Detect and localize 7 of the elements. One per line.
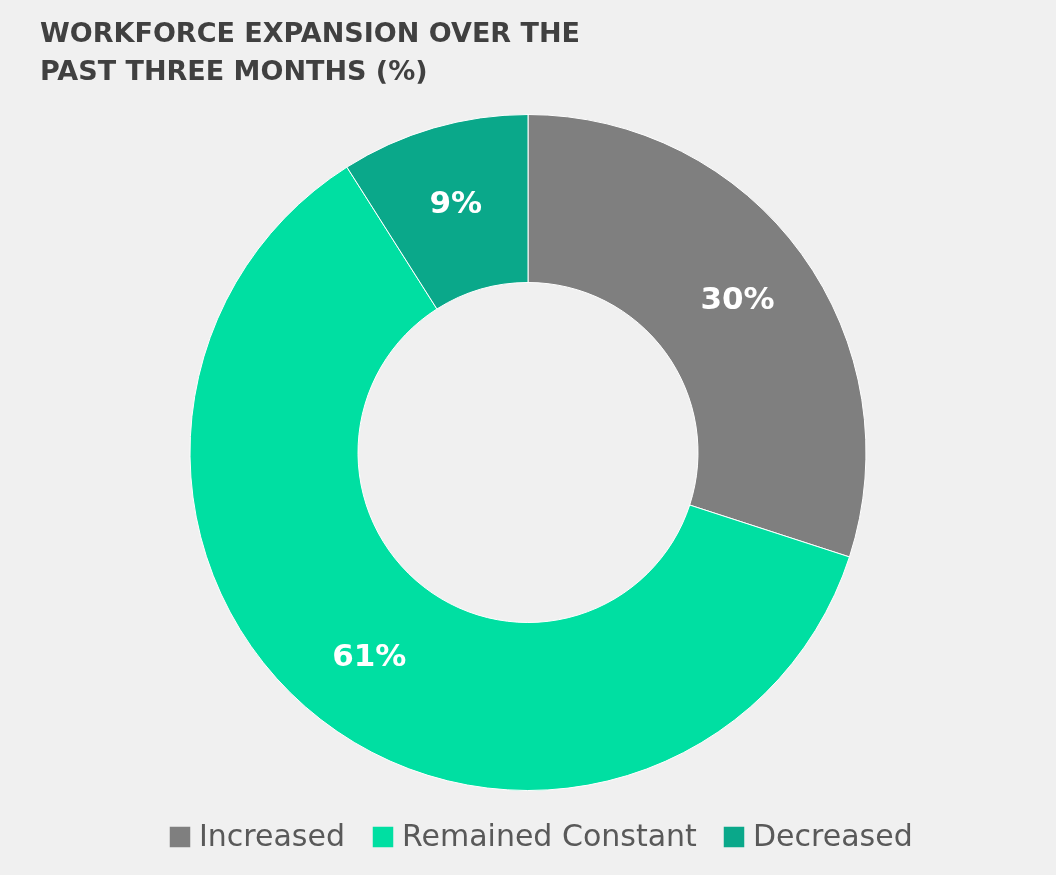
data-label: 61% [332, 637, 407, 674]
legend-label: Remained Constant [402, 818, 698, 853]
data-label: 9% [429, 183, 483, 220]
legend-label: Decreased [753, 818, 913, 853]
data-label: 30% [700, 280, 775, 317]
chart-title: WORKFORCE EXPANSION OVER THE PAST THREE MONTHS (%) [40, 17, 581, 86]
legend-label: Increased [199, 818, 346, 853]
